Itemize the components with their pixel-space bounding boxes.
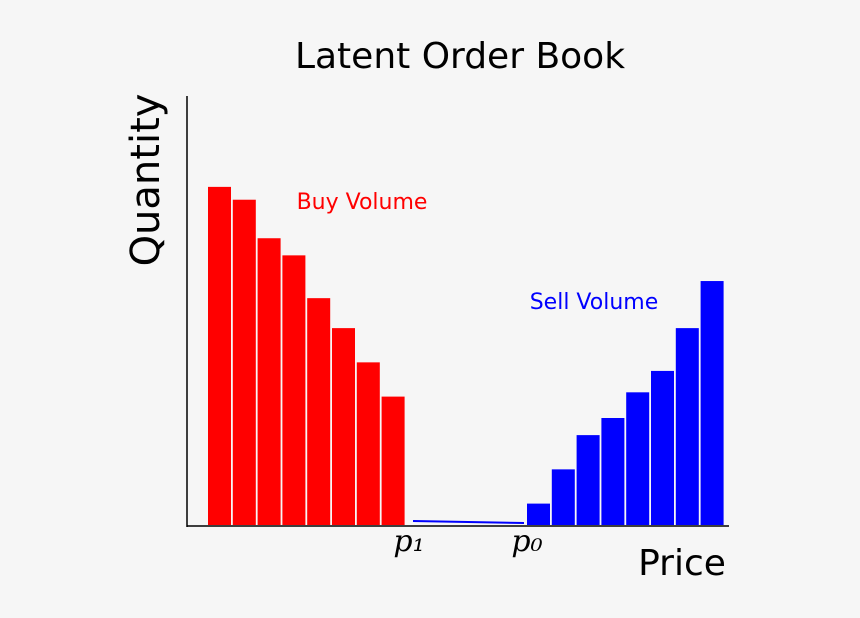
y-axis-label: Quantity [123,94,169,267]
bar [675,328,699,525]
x-axis-label: Price [638,543,726,584]
price-gap-line [412,520,525,524]
bar [626,392,650,525]
bar [307,298,331,525]
bar [208,186,231,525]
series-label: Buy Volume [297,190,428,215]
bar [332,328,355,525]
chart-title: Latent Order Book [295,36,625,77]
p0-label: p₀ [511,524,542,559]
bar [257,238,281,526]
bar [700,281,724,525]
bar [381,396,405,525]
bar [232,199,256,525]
bar [601,418,625,525]
bar [356,362,380,525]
bar [551,469,575,525]
p1-label: p₁ [393,524,424,559]
bar [282,255,306,526]
series-label: Sell Volume [530,290,659,315]
bar [651,370,674,525]
bar [576,435,600,525]
bar [527,503,550,525]
